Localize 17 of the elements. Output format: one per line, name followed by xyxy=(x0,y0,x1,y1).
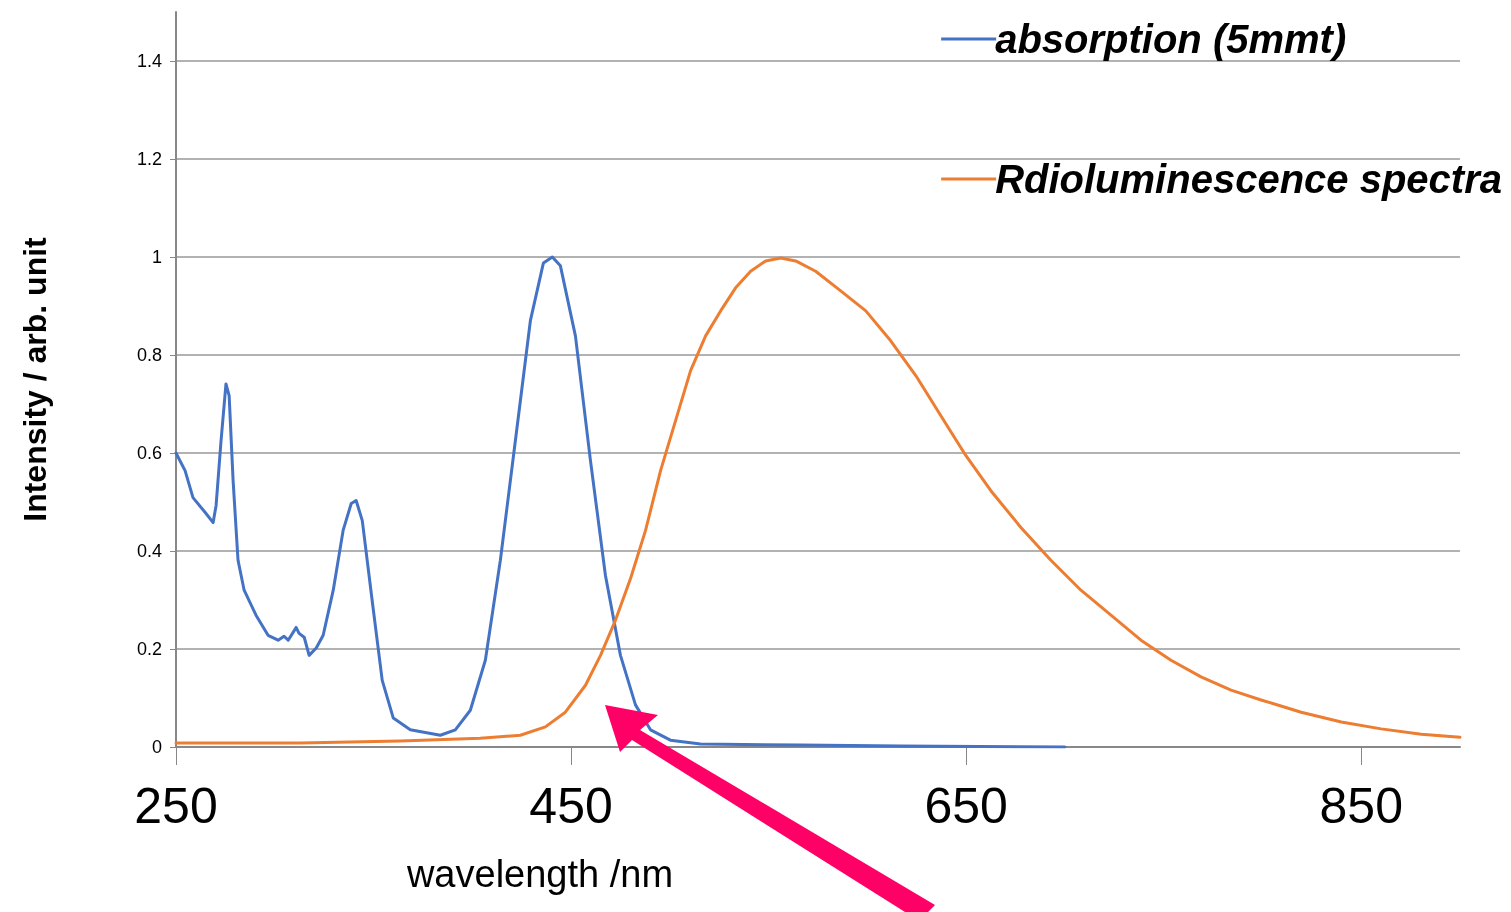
x-tick-label: 850 xyxy=(1319,778,1403,834)
y-tick-label: 0.6 xyxy=(136,443,162,463)
legend-label: Rdioluminescence spectra xyxy=(995,157,1502,201)
y-tick-label: 0.8 xyxy=(136,345,162,365)
x-axis-title: wavelength /nm xyxy=(405,853,674,895)
y-axis-title: Intensity / arb. unit xyxy=(17,236,53,522)
x-tick-label: 650 xyxy=(924,778,1008,834)
y-tick-label: 0.4 xyxy=(136,541,162,561)
y-tick-label: 1.2 xyxy=(136,149,162,169)
line-series xyxy=(174,255,1067,749)
y-tick-label: 0.2 xyxy=(136,639,162,659)
y-tick-label: 0 xyxy=(151,737,162,757)
y-tick-label: 1.4 xyxy=(136,51,162,71)
x-tick-label: 450 xyxy=(529,778,613,834)
y-tick-label: 1 xyxy=(151,247,162,267)
x-tick-label: 250 xyxy=(134,778,218,834)
legend-label: absorption (5mmt) xyxy=(995,17,1347,61)
